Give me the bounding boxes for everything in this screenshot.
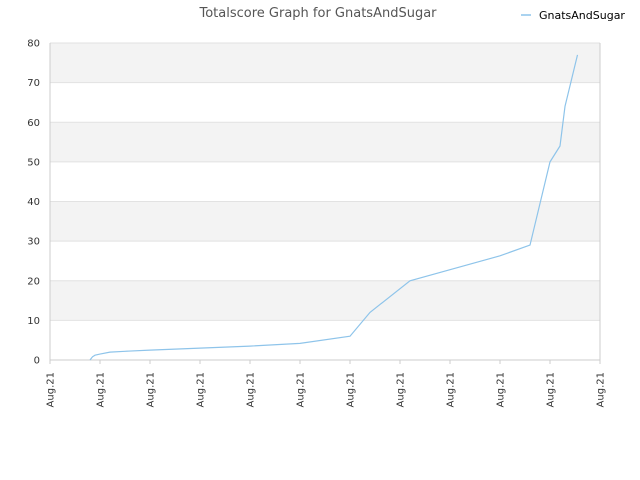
x-tick-label: Aug.21 [296,372,307,407]
y-tick-label: 30 [27,237,40,248]
x-tick-label: Aug.21 [346,372,357,407]
grid-band [50,201,600,242]
x-tick-label: Aug.21 [146,372,157,407]
y-tick-label: 0 [34,356,40,367]
grid-bands [50,43,600,321]
grid-band [50,122,600,162]
y-tick-label: 40 [27,197,40,208]
chart-title: Totalscore Graph for GnatsAndSugar [198,6,437,21]
y-tick-label: 70 [27,78,40,89]
x-tick-label: Aug.21 [396,372,407,407]
axes [49,43,601,361]
x-tick-label: Aug.21 [546,372,557,407]
y-tick-label: 50 [27,157,40,168]
x-axis-ticks: Aug.21 Aug.21 Aug.21 Aug.21 Aug.21 Aug.21 Aug.… [46,360,607,407]
x-tick-label: Aug.21 [196,372,207,407]
x-tick-label: Aug.21 [496,372,507,407]
x-tick-label: Aug.21 [446,372,457,407]
y-axis-ticks: 0 10 20 30 40 50 60 70 80 [27,39,40,367]
series-line-gnatsandsugar [89,54,579,361]
grid-lines [50,42,600,361]
y-tick-label: 10 [27,316,40,327]
x-tick-label: Aug.21 [596,372,607,407]
grid-band [50,43,600,83]
legend-label: GnatsAndSugar [539,9,625,22]
y-tick-label: 20 [27,276,40,287]
legend: GnatsAndSugar [521,9,625,22]
grid-band [50,280,600,321]
y-tick-label: 60 [27,118,40,129]
x-tick-label: Aug.21 [246,372,257,407]
y-tick-label: 80 [27,39,40,50]
x-tick-label: Aug.21 [46,372,57,407]
x-tick-label: Aug.21 [96,372,107,407]
